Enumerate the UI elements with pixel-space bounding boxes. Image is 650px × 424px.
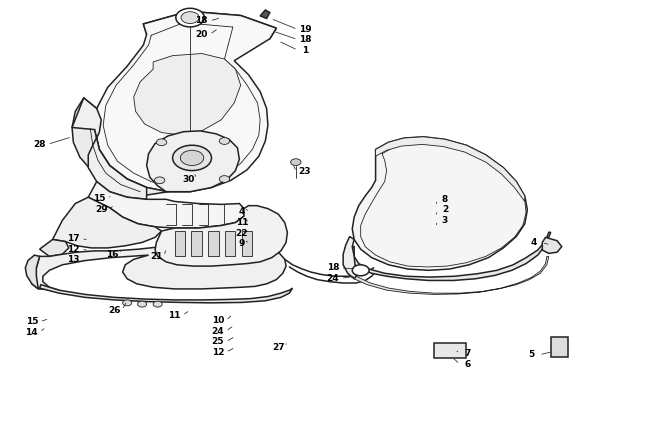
Polygon shape xyxy=(32,244,286,290)
Polygon shape xyxy=(260,10,270,19)
Polygon shape xyxy=(242,231,252,257)
Text: 14: 14 xyxy=(25,328,38,337)
Text: 21: 21 xyxy=(150,252,162,261)
Text: 18: 18 xyxy=(299,35,312,44)
Circle shape xyxy=(291,159,301,165)
Circle shape xyxy=(123,300,132,306)
Polygon shape xyxy=(551,337,568,357)
Text: 5: 5 xyxy=(528,350,534,360)
Circle shape xyxy=(219,138,229,145)
Polygon shape xyxy=(40,285,292,303)
Polygon shape xyxy=(542,237,562,254)
Text: 28: 28 xyxy=(33,140,46,149)
Polygon shape xyxy=(53,197,162,248)
Text: 6: 6 xyxy=(465,360,471,368)
Circle shape xyxy=(173,145,211,170)
Polygon shape xyxy=(40,240,69,257)
Text: 2: 2 xyxy=(442,205,448,215)
Text: 24: 24 xyxy=(326,274,339,283)
Polygon shape xyxy=(208,231,218,257)
Circle shape xyxy=(352,265,369,276)
Polygon shape xyxy=(191,231,202,257)
Polygon shape xyxy=(134,53,240,135)
Text: 17: 17 xyxy=(67,234,80,243)
Circle shape xyxy=(153,301,162,307)
Text: 11: 11 xyxy=(236,218,248,227)
Text: 4: 4 xyxy=(239,207,245,217)
Text: 1: 1 xyxy=(302,46,309,55)
FancyBboxPatch shape xyxy=(432,200,448,232)
Text: 12: 12 xyxy=(67,245,79,254)
Text: 12: 12 xyxy=(212,348,224,357)
Circle shape xyxy=(180,150,203,165)
Polygon shape xyxy=(88,181,244,228)
Circle shape xyxy=(219,176,229,182)
Text: 19: 19 xyxy=(299,25,312,34)
Polygon shape xyxy=(354,257,549,294)
Text: 16: 16 xyxy=(106,250,118,259)
Polygon shape xyxy=(72,98,168,195)
Text: 11: 11 xyxy=(168,311,181,320)
Text: 24: 24 xyxy=(212,326,224,336)
Polygon shape xyxy=(95,11,276,192)
Text: 9: 9 xyxy=(239,239,245,248)
Polygon shape xyxy=(350,232,551,280)
Text: 26: 26 xyxy=(108,306,120,315)
Text: 18: 18 xyxy=(326,263,339,272)
Text: 10: 10 xyxy=(212,316,224,325)
Circle shape xyxy=(181,12,199,23)
Circle shape xyxy=(138,301,147,307)
Circle shape xyxy=(176,8,204,27)
Text: 7: 7 xyxy=(465,349,471,358)
Text: 20: 20 xyxy=(196,30,208,39)
Polygon shape xyxy=(343,237,356,279)
Polygon shape xyxy=(25,255,40,289)
Polygon shape xyxy=(434,343,467,358)
Text: 13: 13 xyxy=(67,255,79,264)
Polygon shape xyxy=(225,231,235,257)
Text: 29: 29 xyxy=(95,205,107,215)
Text: 8: 8 xyxy=(442,195,448,204)
Polygon shape xyxy=(174,231,185,257)
Circle shape xyxy=(157,139,167,146)
Polygon shape xyxy=(144,11,276,39)
Text: 27: 27 xyxy=(272,343,285,352)
Text: 22: 22 xyxy=(236,229,248,237)
Text: 23: 23 xyxy=(298,167,311,176)
Polygon shape xyxy=(72,98,147,199)
Polygon shape xyxy=(147,131,239,192)
Text: 30: 30 xyxy=(183,175,195,184)
Circle shape xyxy=(155,177,165,184)
Polygon shape xyxy=(352,137,527,271)
Text: 3: 3 xyxy=(442,216,448,225)
Text: 4: 4 xyxy=(530,238,537,247)
Polygon shape xyxy=(155,206,287,266)
Polygon shape xyxy=(376,137,525,201)
Text: 25: 25 xyxy=(212,337,224,346)
Text: 15: 15 xyxy=(93,194,105,203)
Text: 18: 18 xyxy=(196,17,208,25)
Text: 15: 15 xyxy=(25,318,38,326)
